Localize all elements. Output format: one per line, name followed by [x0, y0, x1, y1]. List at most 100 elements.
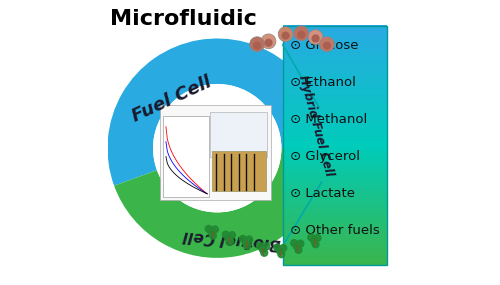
Bar — [283, 43, 387, 46]
Circle shape — [261, 34, 276, 49]
Bar — [283, 178, 387, 181]
Bar — [283, 151, 387, 154]
Bar — [283, 190, 387, 193]
Bar — [283, 106, 387, 109]
Bar — [283, 187, 387, 190]
Bar — [163, 116, 208, 197]
Bar — [283, 238, 387, 241]
FancyBboxPatch shape — [212, 150, 266, 191]
Bar — [283, 79, 387, 83]
Bar — [283, 262, 387, 265]
Text: ⊙ Glycerol: ⊙ Glycerol — [290, 150, 360, 163]
Circle shape — [278, 251, 285, 258]
Circle shape — [312, 241, 319, 248]
FancyBboxPatch shape — [160, 105, 272, 200]
Bar — [283, 118, 387, 121]
Circle shape — [274, 244, 280, 251]
Bar — [283, 136, 387, 139]
Circle shape — [276, 247, 283, 254]
Bar — [283, 88, 387, 91]
Bar — [283, 199, 387, 202]
Circle shape — [291, 240, 298, 247]
Circle shape — [260, 246, 266, 253]
Bar — [283, 235, 387, 238]
Bar — [283, 250, 387, 253]
Bar — [283, 232, 387, 235]
Bar — [283, 103, 387, 106]
Bar — [283, 109, 387, 113]
Text: ⊙ Ethanol: ⊙ Ethanol — [290, 76, 356, 89]
Text: ⊙ Lactate: ⊙ Lactate — [290, 187, 355, 200]
Bar — [283, 40, 387, 44]
Bar — [283, 214, 387, 217]
Bar — [283, 244, 387, 247]
Bar — [283, 217, 387, 220]
Bar — [283, 70, 387, 74]
Bar — [283, 64, 387, 68]
Circle shape — [222, 231, 229, 238]
Bar — [283, 172, 387, 175]
Bar — [283, 100, 387, 103]
Circle shape — [244, 242, 250, 249]
Bar — [283, 31, 387, 34]
Bar — [283, 76, 387, 80]
Bar — [283, 91, 387, 94]
FancyBboxPatch shape — [210, 111, 268, 157]
Bar — [283, 184, 387, 187]
Circle shape — [294, 243, 300, 250]
Circle shape — [225, 235, 232, 241]
Bar — [283, 82, 387, 86]
Circle shape — [324, 42, 330, 49]
Bar — [283, 49, 387, 53]
Bar — [283, 160, 387, 163]
Circle shape — [206, 225, 212, 232]
Bar — [283, 52, 387, 56]
Bar — [283, 130, 387, 133]
Circle shape — [320, 37, 334, 52]
Bar — [283, 241, 387, 244]
Circle shape — [280, 245, 287, 251]
Circle shape — [254, 42, 260, 49]
Circle shape — [282, 32, 289, 39]
Bar — [283, 196, 387, 199]
Bar — [283, 37, 387, 41]
Circle shape — [210, 232, 216, 239]
Circle shape — [265, 39, 272, 46]
Circle shape — [278, 27, 293, 42]
Bar — [283, 226, 387, 229]
Bar — [283, 220, 387, 223]
Bar — [283, 67, 387, 71]
Circle shape — [312, 35, 319, 42]
Bar — [283, 34, 387, 38]
Bar — [283, 133, 387, 137]
Circle shape — [154, 85, 281, 212]
Text: ⊙ Other fuels: ⊙ Other fuels — [290, 224, 380, 237]
Bar — [283, 163, 387, 166]
Circle shape — [308, 30, 323, 44]
Circle shape — [228, 232, 235, 239]
Wedge shape — [114, 148, 327, 258]
Bar — [283, 154, 387, 157]
Bar — [283, 94, 387, 97]
Bar — [283, 58, 387, 62]
Text: ⊙ Methanol: ⊙ Methanol — [290, 113, 367, 126]
Bar — [283, 253, 387, 256]
Text: Hybrid Fuel Cell: Hybrid Fuel Cell — [296, 74, 336, 177]
Bar — [283, 112, 387, 115]
Circle shape — [226, 238, 234, 245]
Bar — [283, 139, 387, 142]
Circle shape — [310, 237, 318, 244]
Bar — [283, 208, 387, 211]
Bar — [283, 28, 387, 32]
Bar — [283, 259, 387, 262]
Circle shape — [250, 37, 264, 52]
Bar — [283, 229, 387, 232]
Circle shape — [297, 240, 304, 247]
Bar — [283, 157, 387, 160]
Circle shape — [294, 26, 308, 41]
Circle shape — [212, 226, 218, 233]
Bar — [283, 124, 387, 127]
Bar — [283, 73, 387, 76]
Circle shape — [295, 247, 302, 253]
Wedge shape — [108, 38, 327, 186]
